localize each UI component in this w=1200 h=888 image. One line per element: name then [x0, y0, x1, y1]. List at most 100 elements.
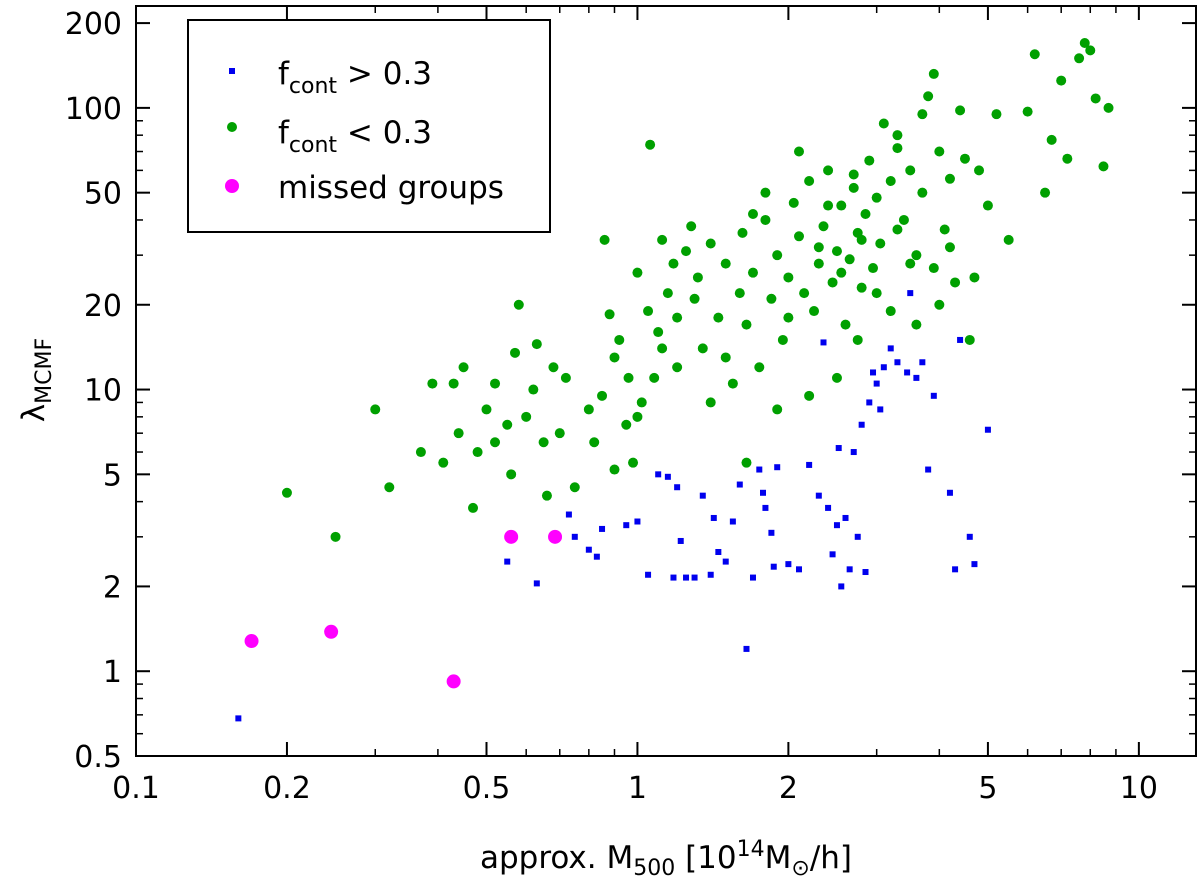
point-fcont_low	[599, 234, 610, 245]
point-fcont_low	[653, 327, 664, 338]
point-fcont_low	[734, 288, 745, 299]
point-fcont_high	[930, 392, 937, 399]
point-fcont_low	[840, 319, 851, 330]
point-fcont_low	[772, 404, 783, 415]
point-fcont_low	[1085, 45, 1096, 56]
point-fcont_high	[833, 522, 840, 529]
point-fcont_low	[982, 200, 993, 211]
point-fcont_high	[846, 566, 853, 573]
point-fcont_low	[892, 224, 903, 235]
point-fcont_high	[820, 339, 827, 346]
point-fcont_high	[691, 574, 698, 581]
point-fcont_low	[697, 343, 708, 354]
point-fcont_low	[934, 146, 945, 157]
point-fcont_low	[1046, 134, 1057, 145]
point-fcont_low	[649, 372, 660, 383]
point-fcont_high	[670, 574, 677, 581]
point-fcont_low	[643, 306, 654, 317]
point-fcont_low	[772, 250, 783, 261]
point-fcont_low	[490, 437, 501, 448]
point-fcont_low	[583, 404, 594, 415]
y-tick-label: 10	[84, 374, 122, 409]
point-fcont_low	[944, 173, 955, 184]
point-fcont_low	[852, 334, 863, 345]
point-fcont_low	[939, 224, 950, 235]
point-fcont_high	[707, 571, 714, 578]
point-fcont_low	[827, 277, 838, 288]
point-fcont_low	[513, 299, 524, 310]
point-fcont_high	[838, 583, 845, 590]
point-fcont_low	[468, 502, 479, 513]
point-fcont_high	[842, 514, 849, 521]
point-fcont_high	[919, 359, 926, 366]
point-fcont_high	[664, 473, 671, 480]
point-fcont_low	[662, 288, 673, 299]
point-fcont_low	[799, 288, 810, 299]
point-fcont_high	[770, 563, 777, 570]
point-fcont_low	[370, 404, 381, 415]
point-fcont_low	[1040, 187, 1051, 198]
x-tick-label: 0.5	[463, 771, 511, 806]
point-fcont_low	[672, 362, 683, 373]
point-fcont_low	[741, 319, 752, 330]
point-fcont_low	[911, 319, 922, 330]
point-fcont_low	[783, 272, 794, 283]
point-fcont_low	[969, 272, 980, 283]
point-fcont_low	[538, 437, 549, 448]
point-fcont_high	[533, 580, 540, 587]
point-fcont_low	[760, 187, 771, 198]
point-fcont_low	[950, 277, 961, 288]
legend-label-fcont-high: fcont > 0.3	[278, 56, 432, 99]
point-fcont_high	[655, 471, 662, 478]
point-fcont_high	[835, 445, 842, 452]
y-tick-label: 1	[103, 655, 122, 690]
point-fcont_low	[727, 378, 738, 389]
point-fcont_low	[705, 397, 716, 408]
point-fcont_low	[623, 372, 634, 383]
point-fcont_low	[809, 306, 820, 317]
point-fcont_low	[878, 118, 889, 129]
point-fcont_low	[860, 209, 871, 220]
point-fcont_low	[330, 531, 341, 542]
point-fcont_low	[560, 372, 571, 383]
legend-marker-missed	[225, 179, 239, 193]
point-fcont_low	[657, 234, 668, 245]
point-fcont_high	[634, 518, 641, 525]
point-fcont_low	[813, 242, 824, 253]
point-fcont_low	[737, 227, 748, 238]
point-fcont_low	[692, 272, 703, 283]
point-fcont_high	[796, 566, 803, 573]
point-fcont_low	[991, 109, 1002, 120]
point-fcont_low	[672, 312, 683, 323]
point-fcont_high	[815, 492, 822, 499]
point-fcont_low	[823, 165, 834, 176]
point-fcont_low	[794, 146, 805, 157]
point-fcont_low	[955, 105, 966, 116]
y-tick-label: 20	[84, 289, 122, 324]
point-fcont_low	[636, 397, 647, 408]
point-fcont_low	[747, 267, 758, 278]
point-fcont_low	[628, 457, 639, 468]
legend-marker-fcont-low	[227, 122, 237, 132]
point-fcont_low	[871, 192, 882, 203]
point-fcont_high	[806, 461, 813, 468]
point-fcont_low	[848, 169, 859, 180]
point-fcont_low	[472, 447, 483, 458]
point-fcont_low	[510, 347, 521, 358]
point-fcont_high	[829, 551, 836, 558]
point-fcont_low	[777, 334, 788, 345]
point-fcont_high	[952, 566, 959, 573]
point-fcont_low	[453, 428, 464, 439]
point-fcont_high	[749, 574, 756, 581]
point-fcont_low	[875, 238, 886, 249]
point-fcont_low	[934, 299, 945, 310]
point-fcont_low	[621, 419, 632, 430]
point-fcont_high	[756, 466, 763, 473]
point-fcont_low	[766, 293, 777, 304]
point-fcont_low	[384, 482, 395, 493]
legend-box	[187, 19, 551, 233]
y-axis-title: λMCMF	[16, 338, 57, 422]
x-axis-title: approx. M500 [1014M⊙/h]	[480, 837, 852, 881]
point-fcont_low	[804, 176, 815, 187]
point-fcont_high	[825, 504, 832, 511]
